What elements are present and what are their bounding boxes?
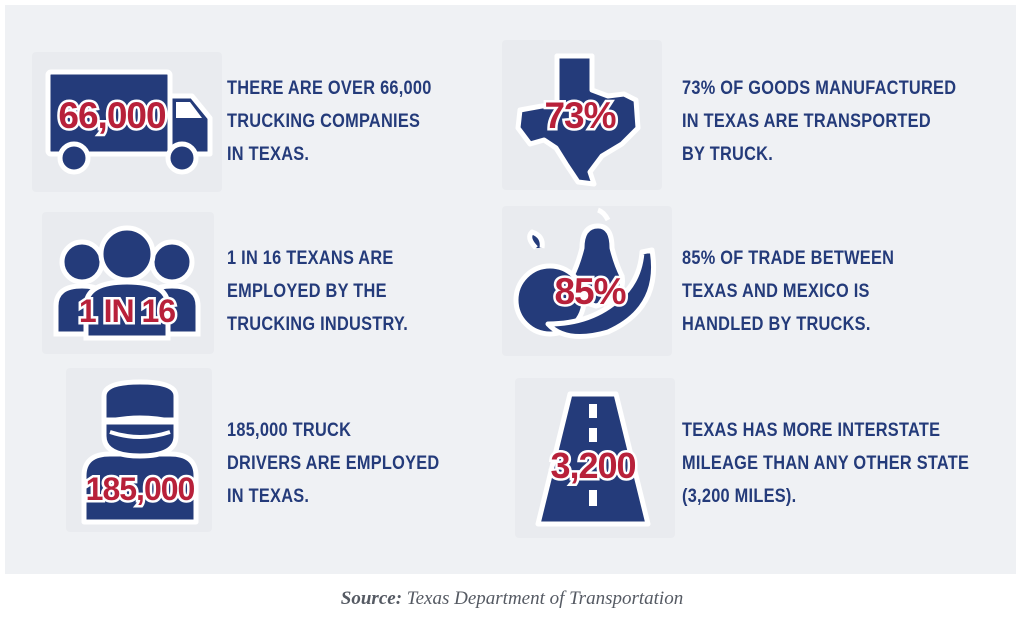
- caption-line: TEXAS HAS MORE INTERSTATE: [682, 420, 941, 441]
- stat-73-percent: 73%: [544, 95, 615, 136]
- texas-map-icon: 73%: [512, 50, 652, 190]
- caption-line: BY TRUCK.: [682, 144, 773, 165]
- caption-line: HANDLED BY TRUCKS.: [682, 314, 871, 335]
- caption-line: TRUCKING COMPANIES: [227, 111, 421, 132]
- highway-icon: 3,200: [528, 390, 658, 530]
- stat-3200: 3,200: [550, 445, 635, 486]
- fact-caption-truck-drivers: 185,000 TRUCK DRIVERS ARE EMPLOYED IN TE…: [227, 414, 439, 513]
- caption-line: 185,000 TRUCK: [227, 420, 352, 441]
- caption-line: 1 IN 16 TEXANS ARE: [227, 248, 394, 269]
- truck-icon: 66,000: [40, 66, 220, 186]
- caption-line: 73% OF GOODS MANUFACTURED: [682, 78, 957, 99]
- stat-1-in-16: 1 IN 16: [79, 293, 175, 329]
- source-label: Source:: [340, 588, 403, 609]
- caption-line: IN TEXAS.: [227, 486, 310, 507]
- stat-85-percent: 85%: [554, 271, 625, 312]
- produce-icon: 85%: [512, 207, 662, 348]
- caption-line: THERE ARE OVER 66,000: [227, 78, 432, 99]
- fact-caption-trade-mexico: 85% OF TRADE BETWEEN TEXAS AND MEXICO IS…: [682, 242, 894, 341]
- fact-caption-trucking-companies: THERE ARE OVER 66,000 TRUCKING COMPANIES…: [227, 72, 432, 171]
- stat-66000: 66,000: [58, 95, 166, 136]
- caption-line: IN TEXAS.: [227, 144, 310, 165]
- fact-caption-goods-transported: 73% OF GOODS MANUFACTURED IN TEXAS ARE T…: [682, 72, 956, 171]
- caption-line: TRUCKING INDUSTRY.: [227, 314, 409, 335]
- caption-line: TEXAS AND MEXICO IS: [682, 281, 870, 302]
- fact-caption-texans-employed: 1 IN 16 TEXANS ARE EMPLOYED BY THE TRUCK…: [227, 242, 408, 341]
- caption-line: MILEAGE THAN ANY OTHER STATE: [682, 453, 970, 474]
- people-group-icon: 1 IN 16: [52, 222, 202, 342]
- source-citation: Source: Texas Department of Transportati…: [0, 588, 1024, 610]
- fact-caption-interstate-mileage: TEXAS HAS MORE INTERSTATE MILEAGE THAN A…: [682, 414, 969, 513]
- caption-line: 85% OF TRADE BETWEEN: [682, 248, 895, 269]
- source-text: Texas Department of Transportation: [406, 588, 684, 609]
- caption-line: (3,200 MILES).: [682, 486, 797, 507]
- caption-line: DRIVERS ARE EMPLOYED: [227, 453, 440, 474]
- driver-icon: 185,000: [80, 376, 200, 526]
- caption-line: EMPLOYED BY THE: [227, 281, 387, 302]
- stat-185000: 185,000: [86, 471, 195, 507]
- caption-line: IN TEXAS ARE TRANSPORTED: [682, 111, 931, 132]
